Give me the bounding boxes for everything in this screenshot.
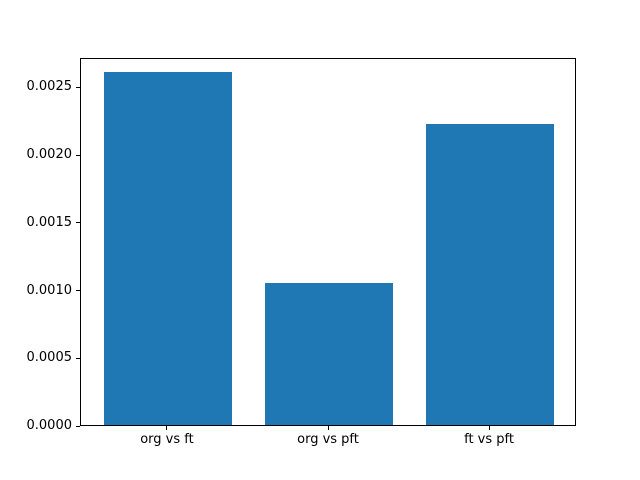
y-tick-label: 0.0010 [26, 282, 73, 298]
x-tick-label: org vs ft [140, 432, 194, 447]
bar-org-vs-pft [264, 282, 394, 425]
x-tick-label: ft vs pft [464, 432, 514, 447]
y-tick-label: 0.0005 [26, 350, 73, 366]
y-tick-mark [76, 86, 80, 88]
y-tick-mark [76, 357, 80, 359]
y-tick-mark [76, 222, 80, 224]
bar-org-vs-ft [103, 71, 233, 425]
x-tick-label: org vs pft [297, 432, 359, 447]
y-tick-label: 0.0020 [26, 147, 73, 163]
plot-area [80, 58, 576, 426]
x-tick-mark [166, 426, 168, 430]
bar-ft-vs-pft [425, 124, 555, 425]
y-tick-mark [76, 290, 80, 292]
y-tick-mark [76, 425, 80, 427]
x-tick-mark [488, 426, 490, 430]
y-tick-label: 0.0025 [26, 79, 73, 95]
y-tick-mark [76, 154, 80, 156]
y-tick-label: 0.0000 [26, 418, 73, 433]
y-tick-label: 0.0015 [26, 214, 73, 230]
x-tick-mark [327, 426, 329, 430]
